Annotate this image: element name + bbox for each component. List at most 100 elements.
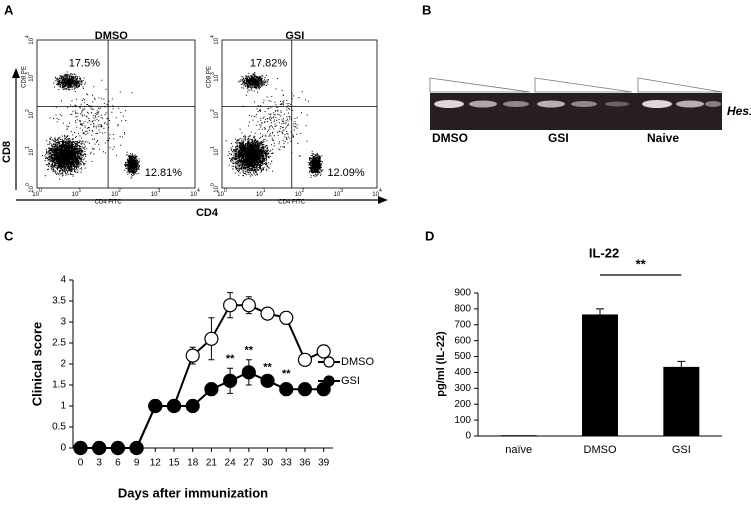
y-axis-label: pg/ml (IL-22): [435, 331, 447, 397]
flow-title: GSI: [285, 30, 304, 42]
tick-exponent: 2: [25, 109, 31, 112]
gradient-triangle: [637, 77, 723, 93]
gel-bands: [434, 100, 721, 108]
quadrant-percent: 12.09%: [327, 167, 365, 179]
y-tick-label: 3: [60, 317, 66, 328]
data-point: [279, 310, 294, 325]
flow-x-tick: 102: [111, 188, 121, 197]
tick-base: 10: [111, 192, 118, 198]
tick-base: 10: [214, 74, 220, 81]
tick-exponent: 0: [224, 188, 227, 194]
y-tick-label: 900: [454, 288, 471, 299]
tick-base: 10: [214, 37, 220, 44]
y-tick-label: 0.5: [52, 422, 66, 433]
tick-exponent: 1: [25, 146, 31, 149]
significance-mark: **: [282, 368, 291, 380]
data-point: [73, 440, 88, 456]
flow-frame: [221, 39, 378, 189]
tick-exponent: 0: [210, 183, 216, 186]
quadrant-percent: 17.5%: [69, 58, 100, 70]
x-tick-label: 3: [96, 458, 102, 469]
x-axis-label: Days after immunization: [118, 485, 268, 500]
tick-base: 10: [256, 192, 263, 198]
tick-exponent: 4: [25, 35, 31, 38]
gel: [430, 93, 722, 130]
panel-label: D: [425, 228, 434, 243]
tick-base: 10: [29, 185, 35, 192]
flow-events: [225, 72, 324, 178]
quadrant-percent: 17.82%: [250, 58, 288, 70]
tick-exponent: 2: [118, 188, 121, 194]
y-tick-label: 100: [454, 415, 471, 426]
significance-mark: **: [226, 353, 235, 365]
tick-exponent: 0: [39, 188, 42, 194]
tick-exponent: 4: [210, 35, 216, 38]
tick-base: 10: [334, 192, 341, 198]
flow-y-tick: 101: [210, 146, 219, 156]
flow-y-tick: 104: [25, 35, 34, 45]
bar: [500, 435, 537, 437]
tick-exponent: 4: [379, 188, 382, 194]
tick-base: 10: [151, 192, 158, 198]
data-point: [223, 298, 238, 313]
data-point: [92, 440, 107, 456]
y-tick-label: 1: [60, 401, 66, 412]
tick-exponent: 4: [197, 188, 200, 194]
flow-title: DMSO: [95, 30, 128, 42]
tick-exponent: 2: [210, 109, 216, 112]
flow-channel: CD4 FITC: [278, 200, 306, 206]
data-point: [241, 365, 256, 380]
x-tick-label: 6: [115, 458, 121, 469]
legend-marker: [323, 375, 335, 387]
y-tick-label: 0: [60, 443, 66, 454]
tick-base: 10: [190, 192, 197, 198]
bar: [663, 366, 700, 436]
tick-base: 10: [214, 185, 220, 192]
x-tick-label: 24: [225, 458, 237, 469]
x-tick-label: naïve: [505, 444, 532, 456]
x-tick-label: 12: [150, 458, 162, 469]
flow-y-tick: 102: [25, 109, 34, 119]
x-tick-label: 30: [262, 458, 274, 469]
flow-y-tick: 103: [25, 72, 34, 82]
flow-channel: CD4 FITC: [95, 200, 123, 206]
data-point: [110, 440, 125, 456]
y-tick-label: 800: [454, 304, 471, 315]
tick-exponent: 1: [210, 146, 216, 149]
error-bar: [596, 308, 604, 315]
significance-mark: **: [263, 362, 272, 374]
data-point: [185, 348, 200, 363]
tick-exponent: 2: [301, 188, 304, 194]
flow-x-tick: 103: [334, 188, 344, 197]
tick-base: 10: [29, 148, 35, 155]
flow-y-label: CD8: [1, 141, 13, 163]
x-tick-label: DMSO: [584, 444, 617, 456]
x-tick-label: 9: [134, 458, 140, 469]
arrow-head: [378, 196, 388, 204]
significance-mark: **: [636, 256, 647, 271]
quadrant-percent: 12.81%: [145, 167, 183, 179]
tick-base: 10: [29, 74, 35, 81]
flow-y-tick: 103: [210, 72, 219, 82]
tick-exponent: 3: [25, 72, 31, 75]
data-point: [279, 382, 294, 397]
y-axis-label: Clinical score: [29, 322, 44, 407]
flow-x-tick: 10 0: [32, 188, 42, 197]
y-tick-label: 700: [454, 319, 471, 330]
chart-title: IL-22: [589, 245, 619, 260]
flow-x-tick: 102: [295, 188, 305, 197]
data-point: [204, 382, 219, 397]
data-point: [241, 298, 256, 313]
y-tick-label: 400: [454, 367, 471, 378]
panel-label: C: [4, 228, 14, 243]
lane-label: GSI: [548, 131, 569, 145]
x-tick-label: 39: [318, 458, 330, 469]
gene-label: Hes1: [727, 104, 751, 118]
tick-base: 10: [372, 192, 379, 198]
flow-y-tick: 100: [210, 183, 219, 193]
data-point: [148, 398, 163, 414]
error-bar: [677, 360, 686, 367]
panel-label: B: [422, 2, 431, 17]
tick-exponent: 3: [157, 188, 160, 194]
flow-x-tick: 104: [190, 188, 200, 197]
